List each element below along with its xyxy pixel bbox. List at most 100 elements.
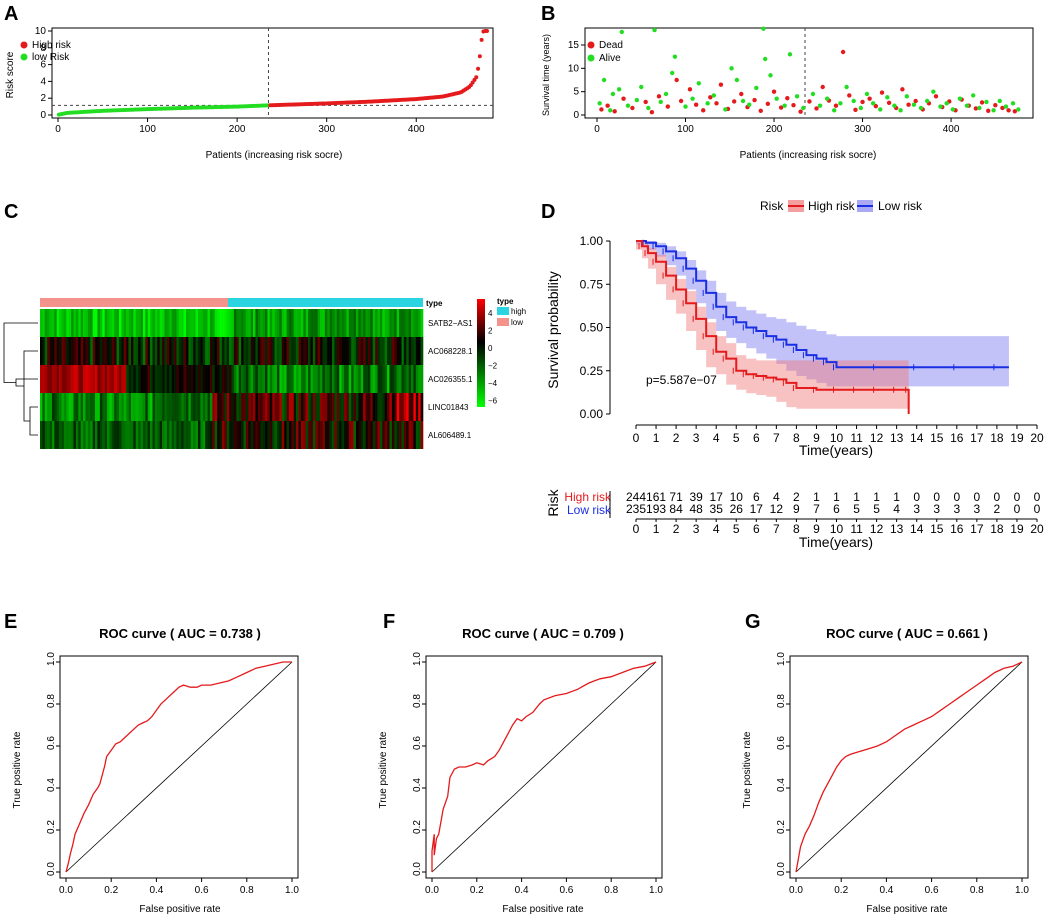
heatmap-cell xyxy=(154,393,158,421)
heatmap-cell xyxy=(377,365,381,393)
heatmap-cell xyxy=(130,365,134,393)
km-xtick-label: 10 xyxy=(830,431,844,445)
heatmap-cell xyxy=(389,365,393,393)
heatmap-cell xyxy=(176,365,180,393)
heatmap-cell xyxy=(288,337,292,365)
survival-point-alive xyxy=(658,99,663,105)
heatmap-cell xyxy=(408,421,412,449)
heatmap-cell xyxy=(42,421,46,449)
risk-table-cell: 26 xyxy=(730,502,744,516)
heatmap-cell xyxy=(403,365,407,393)
heatmap-cell xyxy=(281,337,285,365)
heatmap-cell xyxy=(265,309,268,337)
heatmap-cell xyxy=(87,393,91,421)
roc-ytick-label: 0.8 xyxy=(776,694,787,708)
heatmap-cell xyxy=(370,421,374,449)
panel-b-ytick-label: 15 xyxy=(568,40,580,51)
panel-e-xlabel: False positive rate xyxy=(139,904,221,915)
roc-xtick-label: 0.2 xyxy=(104,885,118,896)
heatmap-cell xyxy=(59,421,62,449)
heatmap-cell xyxy=(85,365,89,393)
heatmap-cell xyxy=(157,421,160,449)
heatmap-cell xyxy=(195,309,199,337)
heatmap-cell xyxy=(262,337,266,365)
heatmap-cell xyxy=(188,309,192,337)
heatmap-cell xyxy=(135,365,139,393)
heatmap-cell xyxy=(377,421,381,449)
heatmap-cell xyxy=(332,337,335,365)
annotation-bar-high xyxy=(228,298,423,307)
heatmap-cell xyxy=(236,337,239,365)
heatmap-cell xyxy=(181,421,184,449)
heatmap-cell xyxy=(346,337,350,365)
risk-table-cell: 1 xyxy=(873,490,880,504)
legend-dot-high-risk xyxy=(20,41,28,49)
heatmap-cell xyxy=(162,393,165,421)
heatmap-cell xyxy=(114,309,117,337)
heatmap-cell xyxy=(320,393,323,421)
km-xtick-label: 15 xyxy=(930,431,944,445)
heatmap-cell xyxy=(164,309,168,337)
heatmap-cell xyxy=(154,421,158,449)
survival-point-alive xyxy=(761,26,766,31)
heatmap-cell xyxy=(78,393,81,421)
heatmap-cell xyxy=(377,337,381,365)
heatmap-cell xyxy=(320,421,323,449)
heatmap-cell xyxy=(303,393,307,421)
survival-point-dead xyxy=(687,87,693,92)
heatmap-cell xyxy=(114,393,117,421)
heatmap-cell xyxy=(90,365,93,393)
heatmap-cell xyxy=(59,365,62,393)
risk-table-cell: 0 xyxy=(1014,502,1021,516)
roc-xtick-label: 0.0 xyxy=(59,885,73,896)
km-xtick-label: 14 xyxy=(910,431,924,445)
heatmap-cell xyxy=(171,309,175,337)
heatmap-cell xyxy=(214,421,218,449)
heatmap-cell xyxy=(121,421,125,449)
risk-table-cell: 0 xyxy=(974,490,981,504)
heatmap-cell xyxy=(75,393,79,421)
heatmap-cell xyxy=(116,393,120,421)
heatmap-cell xyxy=(130,309,134,337)
panel-c-dendrogram xyxy=(3,322,38,436)
heatmap-cell xyxy=(159,393,163,421)
survival-point-alive xyxy=(747,102,752,107)
heatmap-cell xyxy=(341,337,345,365)
heatmap-cell xyxy=(303,337,307,365)
survival-point-alive xyxy=(950,107,956,112)
legend-dot-dead xyxy=(587,41,595,49)
heatmap-cell xyxy=(401,393,405,421)
heatmap-cell xyxy=(279,309,283,337)
heatmap-cell xyxy=(40,309,43,337)
heatmap-cell xyxy=(224,421,228,449)
heatmap-cell xyxy=(133,365,137,393)
survival-point-alive xyxy=(782,103,787,108)
heatmap-cell xyxy=(260,309,263,337)
heatmap-cell xyxy=(138,337,141,365)
heatmap-cell xyxy=(102,337,105,365)
heatmap-cell xyxy=(231,337,235,365)
heatmap-cell xyxy=(286,365,290,393)
heatmap-cell xyxy=(413,337,417,365)
heatmap-cell xyxy=(219,309,223,337)
roc-xtick-label: 0.4 xyxy=(515,885,529,896)
heatmap-cell xyxy=(389,337,393,365)
panel-b-ytick-label: 0 xyxy=(573,110,579,121)
panel-f-title: ROC curve ( AUC = 0.709 ) xyxy=(462,626,624,641)
km-ytick-label: 1.00 xyxy=(580,234,604,248)
heatmap-cell xyxy=(238,365,242,393)
heatmap-cell xyxy=(372,365,376,393)
heatmap-cell xyxy=(66,309,70,337)
heatmap-cell xyxy=(396,393,400,421)
heatmap-cell xyxy=(379,393,383,421)
heatmap-cell xyxy=(358,393,362,421)
heatmap-cell xyxy=(286,393,290,421)
heatmap-cell xyxy=(111,337,115,365)
survival-point-alive xyxy=(858,105,863,111)
heatmap-cell xyxy=(152,337,156,365)
survival-point-dead xyxy=(840,49,846,55)
heatmap-cell xyxy=(133,421,137,449)
risk-table-cell: 0 xyxy=(913,490,920,504)
heatmap-cell xyxy=(51,393,55,421)
heatmap-cell xyxy=(164,337,168,365)
